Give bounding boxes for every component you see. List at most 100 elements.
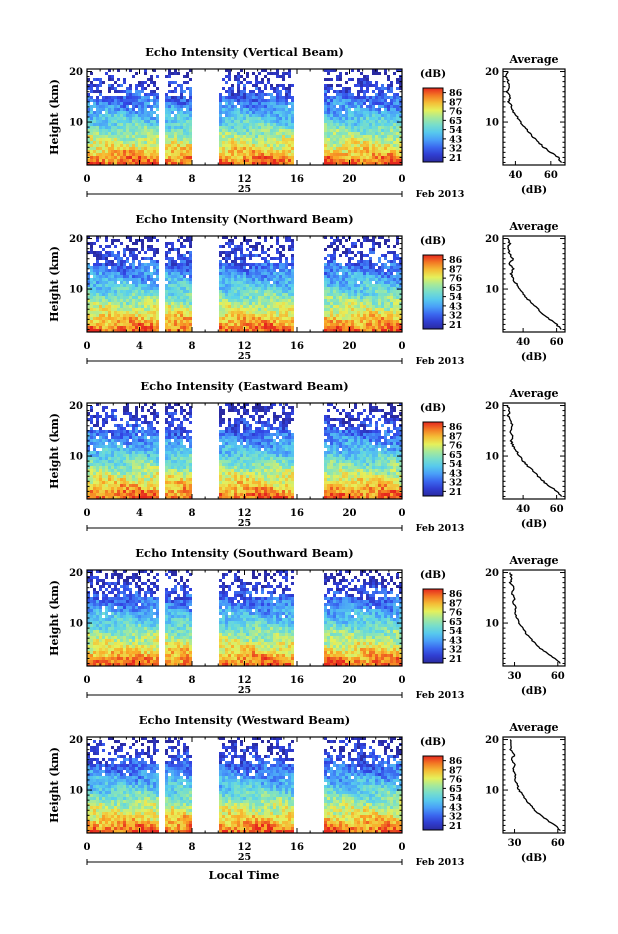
heatmap-cell [276, 75, 279, 78]
heatmap-cell [336, 311, 339, 314]
heatmap-cell [120, 129, 123, 132]
heatmap-cell [270, 141, 273, 144]
heatmap-cell [234, 93, 237, 96]
heatmap-cell [252, 281, 255, 284]
heatmap-cell [378, 245, 381, 248]
heatmap-cell [327, 78, 330, 81]
heatmap-cell [219, 305, 222, 308]
heatmap-cell [228, 123, 231, 126]
heatmap-cell [96, 320, 99, 323]
heatmap-cell [273, 293, 276, 296]
heatmap-cell [180, 153, 183, 156]
heatmap-cell [366, 278, 369, 281]
heatmap-cell [126, 138, 129, 141]
heatmap-cell [105, 257, 108, 260]
heatmap-cell [90, 114, 93, 117]
heatmap-cell [117, 150, 120, 153]
heatmap-cell [390, 135, 393, 138]
heatmap-cell [150, 326, 153, 329]
heatmap-cell [105, 153, 108, 156]
heatmap-cell [333, 144, 336, 147]
heatmap-cell [171, 132, 174, 135]
heatmap-cell [132, 314, 135, 317]
heatmap-cell [276, 305, 279, 308]
heatmap-cell [270, 290, 273, 293]
heatmap-cell [129, 272, 132, 275]
heatmap-cell [366, 75, 369, 78]
heatmap-cell [336, 278, 339, 281]
heatmap-cell [339, 311, 342, 314]
heatmap-cell [150, 90, 153, 93]
heatmap-cell [285, 305, 288, 308]
heatmap-cell [156, 99, 159, 102]
heatmap-cell [342, 272, 345, 275]
heatmap-cell [357, 90, 360, 93]
heatmap-cell [378, 284, 381, 287]
heatmap-cell [129, 323, 132, 326]
heatmap-cell [138, 272, 141, 275]
heatmap-cell [132, 135, 135, 138]
heatmap-cell [90, 290, 93, 293]
heatmap-cell [108, 293, 111, 296]
heatmap-cell [261, 278, 264, 281]
heatmap-cell [126, 302, 129, 305]
heatmap-cell [174, 293, 177, 296]
heatmap-cell [282, 78, 285, 81]
heatmap-cell [114, 308, 117, 311]
heatmap-cell [387, 135, 390, 138]
heatmap-cell [93, 84, 96, 87]
heatmap-cell [99, 132, 102, 135]
heatmap-cell [183, 105, 186, 108]
heatmap-cell [273, 311, 276, 314]
heatmap-cell [363, 263, 366, 266]
heatmap-cell [342, 314, 345, 317]
heatmap-cell [351, 281, 354, 284]
heatmap-cell [186, 105, 189, 108]
heatmap-cell [228, 409, 231, 412]
heatmap-cell [288, 72, 291, 75]
heatmap-cell [105, 290, 108, 293]
heatmap-cell [114, 278, 117, 281]
heatmap-cell [372, 311, 375, 314]
heatmap-cell [183, 75, 186, 78]
heatmap-cell [330, 266, 333, 269]
heatmap-cell [93, 120, 96, 123]
heatmap-cell [369, 287, 372, 290]
heatmap-cell [234, 254, 237, 257]
heatmap-cell [96, 102, 99, 105]
heatmap-cell [99, 308, 102, 311]
heatmap-cell [189, 311, 192, 314]
heatmap-cell [120, 90, 123, 93]
heatmap-cell [99, 290, 102, 293]
heatmap-cell [384, 305, 387, 308]
heatmap-cell [291, 254, 294, 257]
heatmap-cell [270, 132, 273, 135]
heatmap-cell [384, 323, 387, 326]
heatmap-cell [390, 120, 393, 123]
heatmap-cell [369, 251, 372, 254]
heatmap-cell [330, 144, 333, 147]
heatmap-cell [180, 147, 183, 150]
heatmap-cell [285, 159, 288, 162]
heatmap-cell [129, 84, 132, 87]
heatmap-cell [177, 254, 180, 257]
heatmap-cell [228, 287, 231, 290]
heatmap-cell [177, 239, 180, 242]
heatmap-cell [351, 320, 354, 323]
heatmap-cell [330, 314, 333, 317]
heatmap-cell [174, 409, 177, 412]
colorbar-tick-label: 21 [449, 153, 462, 164]
heatmap-cell [225, 281, 228, 284]
heatmap-cell [138, 302, 141, 305]
heatmap-cell [231, 314, 234, 317]
heatmap-cell [102, 290, 105, 293]
heatmap-cell [345, 239, 348, 242]
heatmap-cell [90, 87, 93, 90]
heatmap-cell [189, 102, 192, 105]
heatmap-cell [345, 156, 348, 159]
heatmap-cell [150, 406, 153, 409]
heatmap-cell [90, 138, 93, 141]
heatmap-cell [177, 287, 180, 290]
